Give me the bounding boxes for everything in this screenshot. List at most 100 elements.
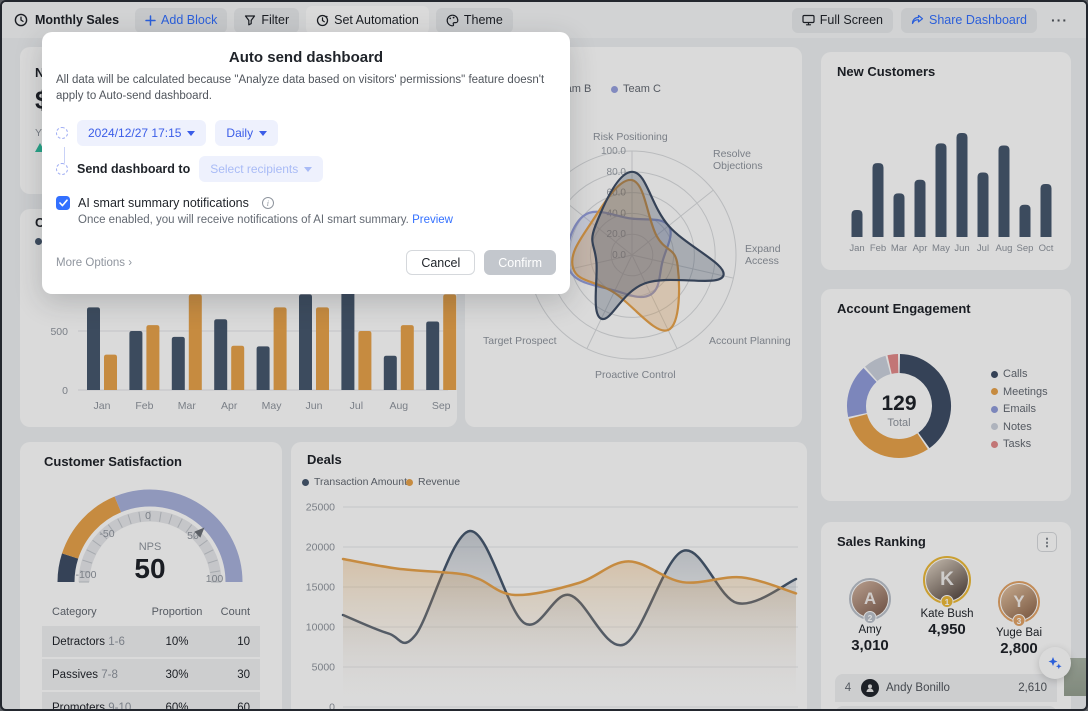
nps-table-header: Category Proportion Count <box>52 606 250 618</box>
svg-text:Aug: Aug <box>996 243 1013 254</box>
ranking-row-4[interactable]: 4 Andy Bonillo 2,610 <box>835 674 1057 702</box>
nps-table: Category Proportion Count Detractors 1-6 10%… <box>42 600 260 709</box>
rank-badge: 3 <box>1012 614 1026 627</box>
ai-assistant-button[interactable] <box>1039 647 1071 679</box>
svg-text:0: 0 <box>329 702 335 711</box>
svg-text:Oct: Oct <box>1039 243 1054 254</box>
info-icon[interactable]: i <box>261 197 274 209</box>
svg-text:Mar: Mar <box>891 243 907 254</box>
new-customers-card: New Customers Jan Feb Mar Apr May Jun Jul Aug Se… <box>821 52 1071 270</box>
rank-badge: 1 <box>940 595 954 608</box>
legend-dot <box>991 388 998 395</box>
svg-text:15000: 15000 <box>306 582 335 594</box>
podium-value: 4,950 <box>928 621 966 638</box>
engagement-donut-chart <box>847 354 951 458</box>
modal-footer: More Options › Cancel Confirm <box>56 250 556 275</box>
svg-text:100.0: 100.0 <box>601 146 626 157</box>
svg-text:Apr: Apr <box>221 400 238 412</box>
donut-legend-tasks[interactable]: Tasks <box>991 438 1031 450</box>
donut-total-value: 129 <box>881 392 917 415</box>
podium-value: 3,010 <box>851 637 889 654</box>
svg-text:May: May <box>932 243 950 254</box>
confirm-button-disabled[interactable]: Confirm <box>484 250 556 275</box>
legend-dot <box>991 440 998 448</box>
chevron-down-icon <box>187 130 196 136</box>
svg-text:80.0: 80.0 <box>607 167 627 178</box>
gauge-value: 50 <box>134 553 166 584</box>
svg-text:Jun: Jun <box>954 243 969 254</box>
theme-button[interactable]: Theme <box>435 7 513 33</box>
deals-legend-revenue[interactable]: Revenue <box>406 476 460 488</box>
monitor-icon <box>802 14 815 26</box>
deals-title: Deals <box>307 452 342 467</box>
avatar: K 1 <box>923 556 971 608</box>
ai-summary-label: AI smart summary notifications <box>78 196 249 210</box>
svg-text:Jun: Jun <box>306 400 323 412</box>
page-title: Monthly Sales <box>35 13 120 27</box>
sparkle-icon <box>1048 657 1062 670</box>
deals-card: Deals Transaction Amount Revenue 25000 200… <box>291 442 807 711</box>
podium-amy[interactable]: A 2 Amy 3,010 <box>840 578 900 654</box>
donut-legend-meetings[interactable]: Meetings <box>991 386 1048 398</box>
recipients-row: Send dashboard to Select recipients <box>56 156 324 182</box>
ai-summary-row: AI smart summary notifications i <box>56 196 274 210</box>
avatar: A 2 <box>849 578 891 624</box>
legend-dot <box>991 423 998 430</box>
svg-text:40.0: 40.0 <box>607 208 627 219</box>
frequency-dropdown[interactable]: Daily <box>215 120 279 146</box>
nps-row-detractors: Detractors 1-6 10% 10 <box>42 626 260 657</box>
ranking-menu-button[interactable]: ⋮ <box>1037 532 1057 552</box>
customer-satisfaction-card: Customer Satisfaction -100 -50 0 50 100 NPS … <box>20 442 282 709</box>
deals-legend-transaction-amount[interactable]: Transaction Amount <box>302 476 407 488</box>
step-connector <box>63 147 65 163</box>
svg-text:25000: 25000 <box>306 502 335 514</box>
donut-legend-notes[interactable]: Notes <box>991 421 1032 433</box>
svg-text:5000: 5000 <box>312 662 336 674</box>
filter-button[interactable]: Filter <box>234 7 300 33</box>
svg-text:100: 100 <box>206 573 224 585</box>
cancel-button[interactable]: Cancel <box>406 250 476 275</box>
svg-text:Apr: Apr <box>913 243 928 254</box>
set-automation-tab[interactable]: Set Automation <box>306 6 429 34</box>
bar-legend-dot <box>35 238 42 245</box>
deals-area-chart: 25000 20000 15000 10000 5000 0 <box>306 502 798 711</box>
add-block-button[interactable]: Add Block <box>135 7 228 33</box>
palette-icon <box>446 14 459 26</box>
schedule-time-dropdown[interactable]: 2024/12/27 17:15 <box>77 120 207 146</box>
podium-yuge-bai[interactable]: Y 3 Yuge Bai 2,800 <box>989 581 1049 657</box>
toolbar-more-button[interactable]: ··· <box>1051 12 1068 28</box>
podium-kate-bush[interactable]: K 1 Kate Bush 4,950 <box>914 556 980 638</box>
schedule-row: 2024/12/27 17:15 Daily <box>56 120 279 146</box>
svg-text:Aug: Aug <box>389 400 408 412</box>
preview-link[interactable]: Preview <box>412 214 453 226</box>
svg-text:Jul: Jul <box>350 400 363 412</box>
chevron-down-icon <box>259 130 268 136</box>
select-recipients-dropdown[interactable]: Select recipients <box>199 156 324 182</box>
new-customers-chart: Jan Feb Mar Apr May Jun Jul Aug Sep Oct <box>849 133 1054 254</box>
svg-text:50: 50 <box>187 530 199 542</box>
svg-text:0.0: 0.0 <box>612 250 626 261</box>
sales-ranking-title: Sales Ranking <box>837 534 926 549</box>
share-dashboard-button[interactable]: Share Dashboard <box>901 7 1037 33</box>
account-engagement-title: Account Engagement <box>837 301 971 316</box>
toolbar-right: Full Screen Share Dashboard ··· <box>791 7 1074 33</box>
modal-description: All data will be calculated because "Ana… <box>56 74 545 102</box>
svg-text:0: 0 <box>62 385 68 397</box>
donut-legend-calls[interactable]: Calls <box>991 368 1027 380</box>
podium-name: Yuge Bai <box>995 627 1043 639</box>
donut-legend-emails[interactable]: Emails <box>991 403 1036 415</box>
svg-text:May: May <box>262 400 283 412</box>
radar-legend-team-c[interactable]: Team C <box>611 83 661 95</box>
more-options-link[interactable]: More Options › <box>56 256 133 269</box>
avatar <box>861 679 879 697</box>
ai-summary-description: Once enabled, you will receive notificat… <box>78 214 453 226</box>
svg-text:Jan: Jan <box>94 400 111 412</box>
podium-name: Kate Bush <box>920 608 974 620</box>
ai-summary-checkbox[interactable] <box>56 196 70 210</box>
legend-dot <box>991 405 998 413</box>
full-screen-button[interactable]: Full Screen <box>791 7 894 33</box>
svg-text:Mar: Mar <box>178 400 197 412</box>
radar-axis-proactive-control: Proactive Control <box>595 369 676 381</box>
dashboard-title-group: Monthly Sales <box>14 13 119 27</box>
